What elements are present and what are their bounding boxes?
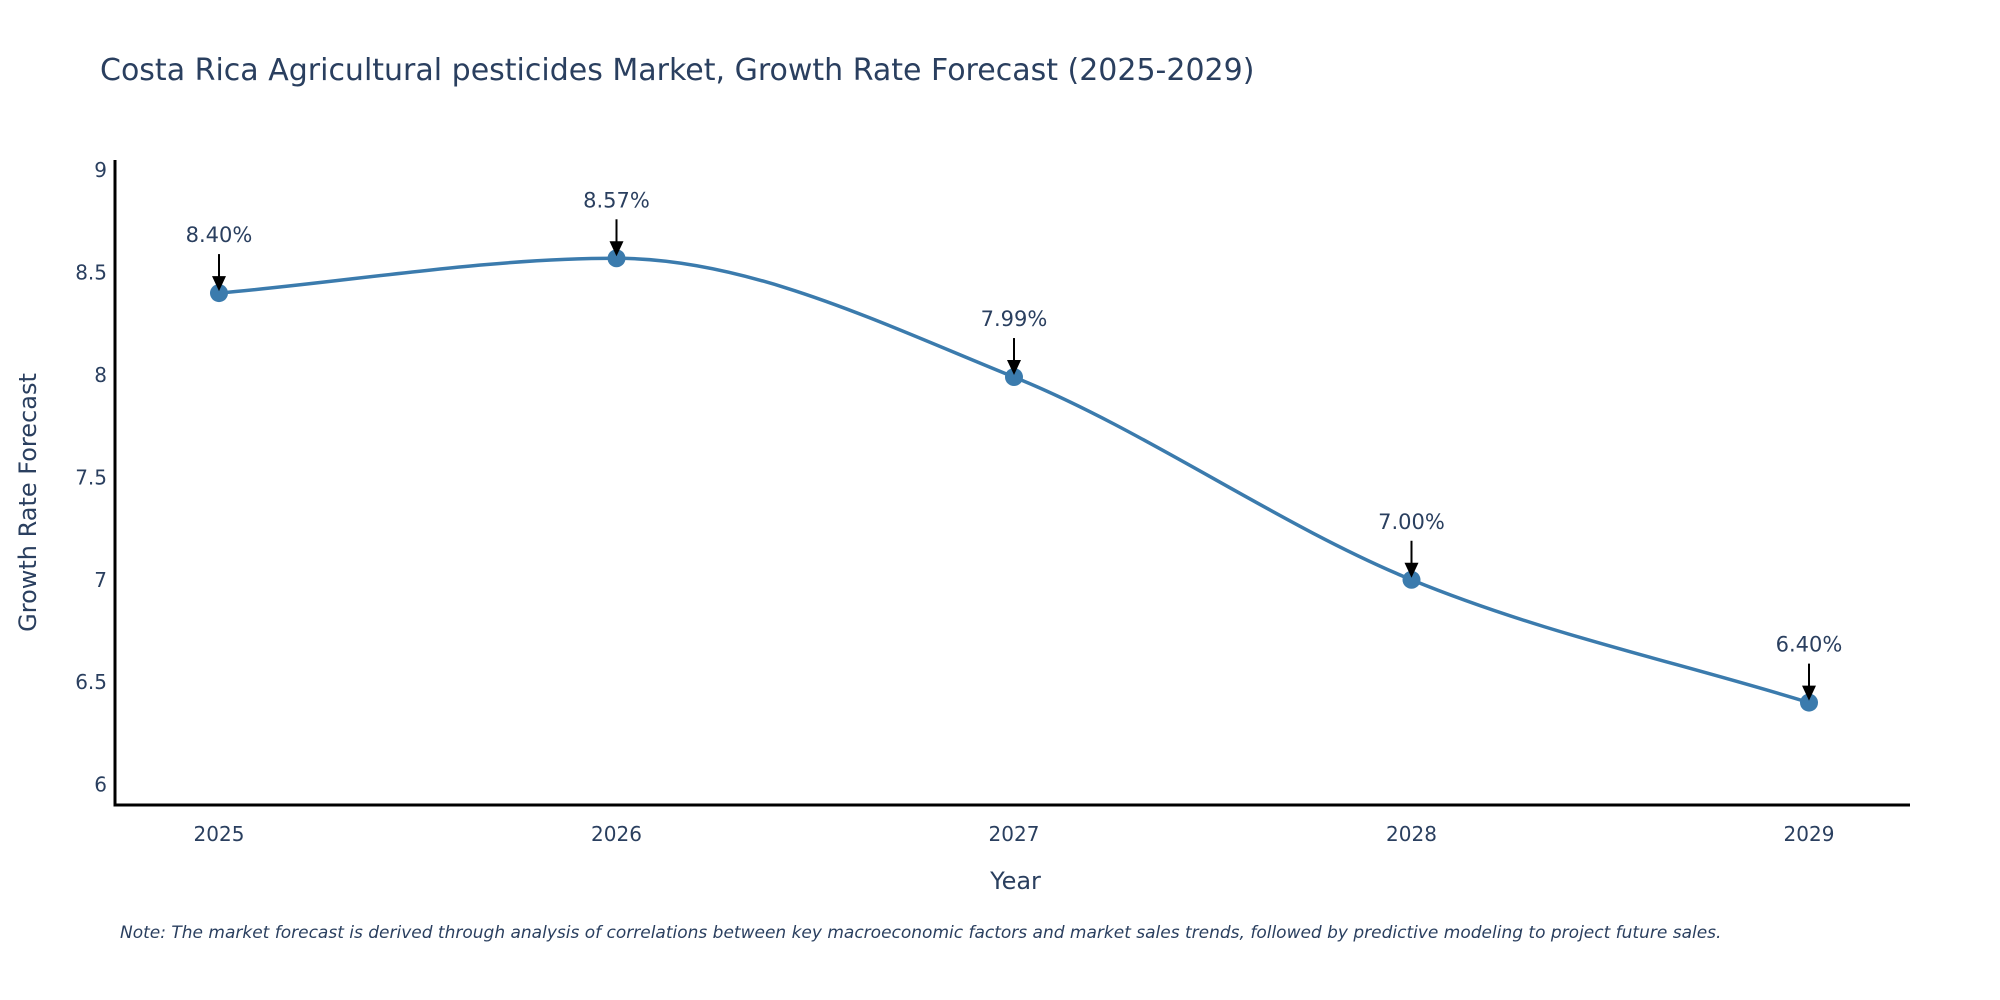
data-label: 6.40% [1776, 633, 1843, 657]
data-label: 8.57% [583, 188, 650, 212]
data-label: 7.00% [1378, 510, 1445, 534]
annotation-arrowhead [1802, 685, 1816, 701]
x-axis-ticks: 2025 2026 2027 2028 2029 [194, 822, 1835, 846]
x-tick-label: 2025 [194, 822, 245, 846]
annotation-arrowhead [609, 241, 624, 257]
y-tick-label: 8 [94, 363, 107, 387]
y-axis-title: Growth Rate Forecast [14, 373, 42, 632]
data-point [1402, 570, 1421, 589]
x-tick-label: 2029 [1784, 822, 1835, 846]
y-tick-label: 6 [94, 773, 107, 797]
x-axis-title: Year [989, 867, 1041, 895]
chart-title: Costa Rica Agricultural pesticides Marke… [100, 53, 1254, 88]
annotation-arrowhead [1404, 562, 1419, 578]
data-point [210, 284, 228, 303]
y-tick-label: 8.5 [75, 261, 107, 285]
annotation-arrowhead [212, 276, 226, 292]
y-tick-label: 7 [94, 568, 107, 592]
plot-area: 6 6.5 7 7.5 8 8.5 9 2025 2026 2027 2028 2029 8.40%… [75, 158, 1910, 846]
y-tick-label: 7.5 [75, 465, 107, 489]
y-axis-ticks: 6 6.5 7 7.5 8 8.5 9 [75, 158, 107, 796]
x-tick-label: 2028 [1386, 822, 1437, 846]
data-annotations: 8.40% 8.57% 7.99% 7.00% 6.40% [186, 188, 1843, 701]
data-point [1800, 693, 1818, 712]
annotation-arrowhead [1007, 360, 1021, 376]
x-tick-label: 2027 [989, 822, 1040, 846]
chart-note: Note: The market forecast is derived thr… [120, 923, 1721, 943]
data-label: 8.40% [186, 223, 253, 247]
data-markers [210, 249, 1818, 712]
data-point [607, 249, 626, 268]
y-tick-label: 6.5 [75, 670, 107, 694]
data-label: 7.99% [981, 307, 1048, 331]
y-tick-label: 9 [94, 158, 107, 182]
x-tick-label: 2026 [591, 822, 642, 846]
data-point [1005, 368, 1023, 387]
